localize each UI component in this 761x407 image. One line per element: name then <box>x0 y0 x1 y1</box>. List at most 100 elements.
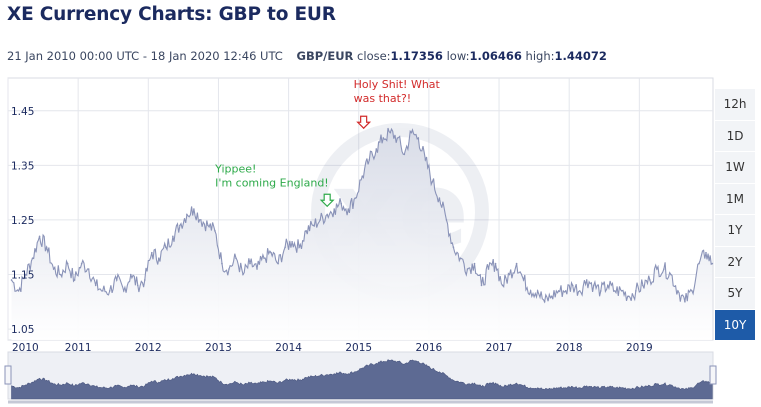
data-point <box>333 208 335 210</box>
data-point <box>235 257 237 259</box>
y-tick-label: 1.35 <box>11 160 34 172</box>
data-point <box>207 224 209 227</box>
data-point <box>663 268 665 270</box>
close-label: close: <box>357 49 391 63</box>
data-point <box>165 246 167 249</box>
data-point <box>613 290 616 292</box>
data-point <box>277 262 279 265</box>
data-point <box>80 262 83 265</box>
data-point <box>677 290 679 292</box>
data-point <box>529 290 532 292</box>
y-tick-label: 1.45 <box>11 106 34 118</box>
data-point <box>691 290 693 292</box>
data-point <box>698 262 700 265</box>
data-point <box>347 208 350 210</box>
data-point <box>466 268 469 270</box>
data-point <box>670 273 672 276</box>
data-point <box>319 219 321 221</box>
data-point <box>635 290 637 292</box>
data-point <box>242 273 244 276</box>
chart-title: XE Currency Charts: GBP to EUR <box>7 4 336 25</box>
data-point <box>38 235 41 238</box>
range-button-1d[interactable]: 1D <box>715 120 755 152</box>
data-point <box>340 202 343 205</box>
data-point <box>522 279 525 281</box>
data-point <box>193 208 195 210</box>
data-point <box>87 268 90 270</box>
data-point <box>684 300 686 303</box>
data-point <box>179 224 181 227</box>
range-button-2y[interactable]: 2Y <box>715 246 755 278</box>
data-point <box>45 246 48 249</box>
data-point <box>705 251 707 254</box>
range-button-1y[interactable]: 1Y <box>715 215 755 247</box>
currency-pair: GBP/EUR <box>296 49 354 63</box>
data-point <box>129 273 132 276</box>
data-point <box>389 131 392 134</box>
data-point <box>136 284 139 287</box>
data-point <box>396 137 399 139</box>
date-range: 21 Jan 2010 00:00 UTC - 18 Jan 2020 12:4… <box>7 49 283 63</box>
data-point <box>368 159 371 161</box>
x-tick-label: 2010 <box>12 342 39 354</box>
data-point <box>354 197 357 199</box>
range-button-5y[interactable]: 5Y <box>715 278 755 310</box>
data-point <box>94 284 97 287</box>
data-point <box>494 262 497 265</box>
data-point <box>284 246 286 249</box>
high-value: 1.44072 <box>554 49 607 63</box>
data-point <box>515 262 518 265</box>
y-tick-label: 1.15 <box>11 270 34 282</box>
data-point <box>52 268 55 270</box>
x-tick-label: 2014 <box>275 342 302 354</box>
data-point <box>508 273 511 276</box>
data-point <box>151 251 153 254</box>
data-point <box>66 262 69 265</box>
data-point <box>59 273 62 276</box>
data-point <box>361 175 364 178</box>
data-point <box>122 290 125 292</box>
navigator-left-handle[interactable] <box>4 365 12 385</box>
annotation: Yippee!I'm coming England! <box>214 162 335 208</box>
down-arrow-icon <box>319 193 335 208</box>
data-point <box>424 159 427 161</box>
data-point <box>256 268 258 270</box>
data-point <box>473 262 476 265</box>
data-point <box>305 230 307 232</box>
data-point <box>628 295 630 298</box>
range-button-1m[interactable]: 1M <box>715 183 755 215</box>
data-point <box>298 246 300 249</box>
data-point <box>24 273 27 276</box>
annotation-text: Holy Shit! What <box>354 78 441 91</box>
x-tick-label: 2017 <box>486 342 513 354</box>
data-point <box>649 279 651 281</box>
range-button-1w[interactable]: 1W <box>715 152 755 184</box>
range-button-12h[interactable]: 12h <box>715 89 755 121</box>
data-point <box>108 290 111 292</box>
data-point <box>438 197 441 199</box>
data-point <box>711 262 714 265</box>
data-point <box>31 257 34 259</box>
navigator-right-handle[interactable] <box>709 365 717 385</box>
range-button-10y[interactable]: 10Y <box>715 309 755 341</box>
data-point <box>249 262 251 265</box>
data-point <box>312 224 314 227</box>
x-tick-label: 2013 <box>205 342 232 354</box>
data-point <box>101 290 104 292</box>
annotation-text: Yippee! <box>214 162 256 175</box>
data-point <box>410 131 413 134</box>
data-point <box>592 284 595 287</box>
data-point <box>599 290 602 292</box>
navigator-series <box>11 359 713 400</box>
data-point <box>403 153 406 156</box>
data-point <box>270 251 272 254</box>
data-point <box>585 279 588 281</box>
x-tick-label: 2011 <box>65 342 92 354</box>
data-point <box>214 230 216 232</box>
chart-summary: 21 Jan 2010 00:00 UTC - 18 Jan 2020 12:4… <box>7 49 607 63</box>
close-value: 1.17356 <box>390 49 443 63</box>
high-label: high: <box>525 49 555 63</box>
data-point <box>571 284 574 287</box>
